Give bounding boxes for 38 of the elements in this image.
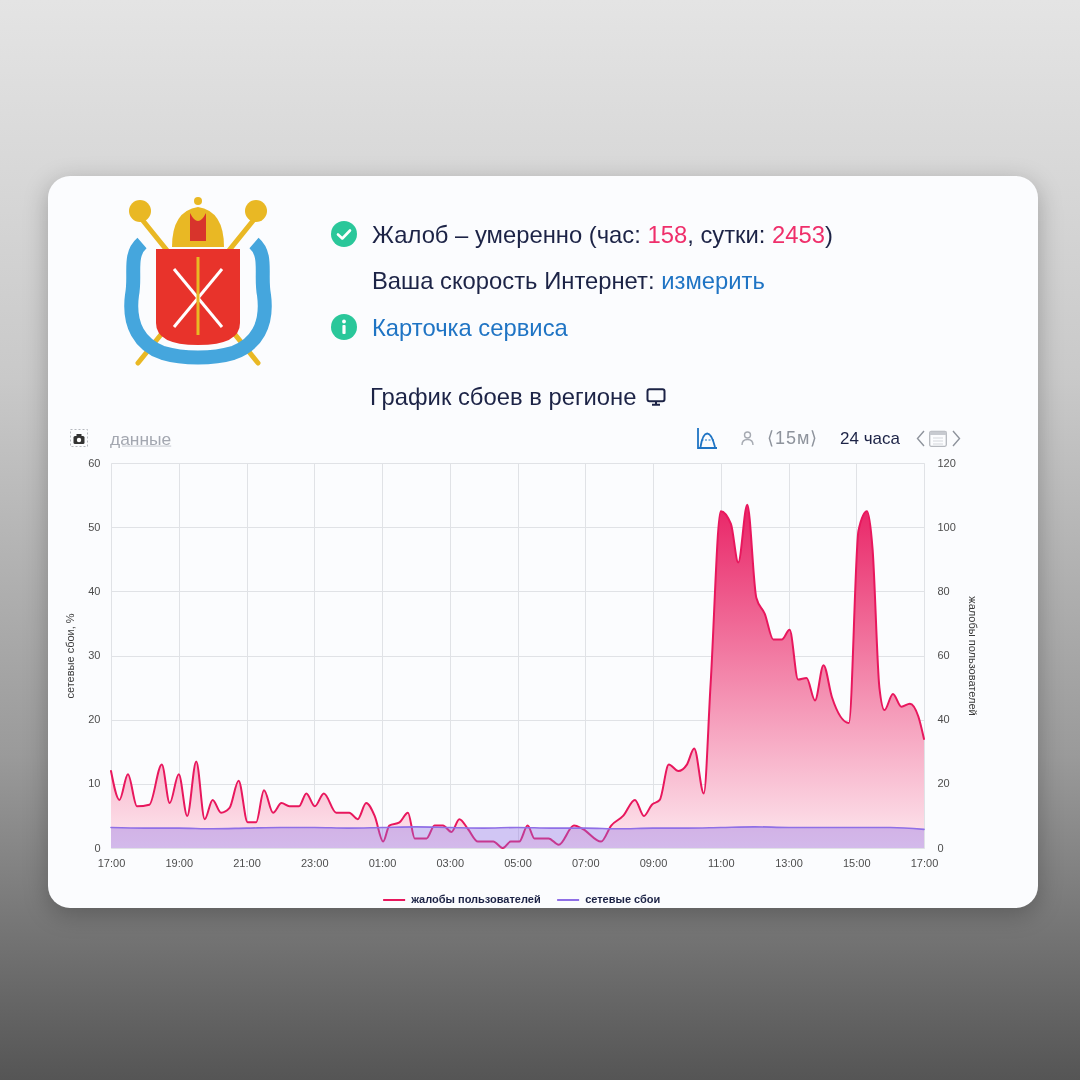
y2-tick-label: 20 <box>937 777 950 790</box>
x-tick-label: 09:00 <box>639 856 668 869</box>
legend-label: жалобы пользователей <box>410 893 541 905</box>
x-tick-label: 01:00 <box>368 856 397 869</box>
y-tick-label: 10 <box>88 777 101 790</box>
chart-title: График сбоев в регионе <box>370 382 637 410</box>
y-tick-label: 0 <box>94 841 101 854</box>
x-tick-label: 03:00 <box>436 856 465 869</box>
y2-tick-label: 80 <box>937 584 950 597</box>
y-tick-label: 60 <box>88 456 101 469</box>
legend-label: сетевые сбои <box>585 893 661 905</box>
text: Ваша скорость Интернет: измерить <box>372 266 765 294</box>
x-tick-label: 05:00 <box>504 856 532 869</box>
x-tick-label: 19:00 <box>165 856 194 869</box>
x-tick-label: 13:00 <box>775 856 803 869</box>
y-axis-title: сетевые сбои, % <box>64 613 77 699</box>
text: данные <box>110 428 172 449</box>
x-tick-label: 17:00 <box>910 856 939 869</box>
y-tick-label: 50 <box>88 520 101 533</box>
text: Жалоб – умеренно (час: 158, сутки: 2453) <box>372 220 833 248</box>
y2-tick-label: 120 <box>937 456 956 469</box>
y-tick-label: 40 <box>88 584 101 597</box>
text: ⟨15м⟩ <box>767 428 819 449</box>
x-tick-label: 23:00 <box>300 856 329 869</box>
x-tick-label: 07:00 <box>571 856 600 869</box>
y2-axis-title: жалобы пользователей <box>966 596 979 716</box>
x-tick-label: 11:00 <box>707 856 735 869</box>
x-tick-label: 21:00 <box>233 856 261 869</box>
y-tick-label: 30 <box>88 649 101 661</box>
y-tick-label: 20 <box>88 713 101 726</box>
text: 24 часа <box>840 428 900 448</box>
text: Карточка сервиса <box>372 313 568 341</box>
y2-tick-label: 100 <box>937 520 956 533</box>
y2-tick-label: 60 <box>937 649 950 661</box>
x-tick-label: 15:00 <box>842 856 871 869</box>
y2-tick-label: 40 <box>937 713 950 726</box>
y2-tick-label: 0 <box>937 841 944 854</box>
x-tick-label: 17:00 <box>97 856 126 869</box>
